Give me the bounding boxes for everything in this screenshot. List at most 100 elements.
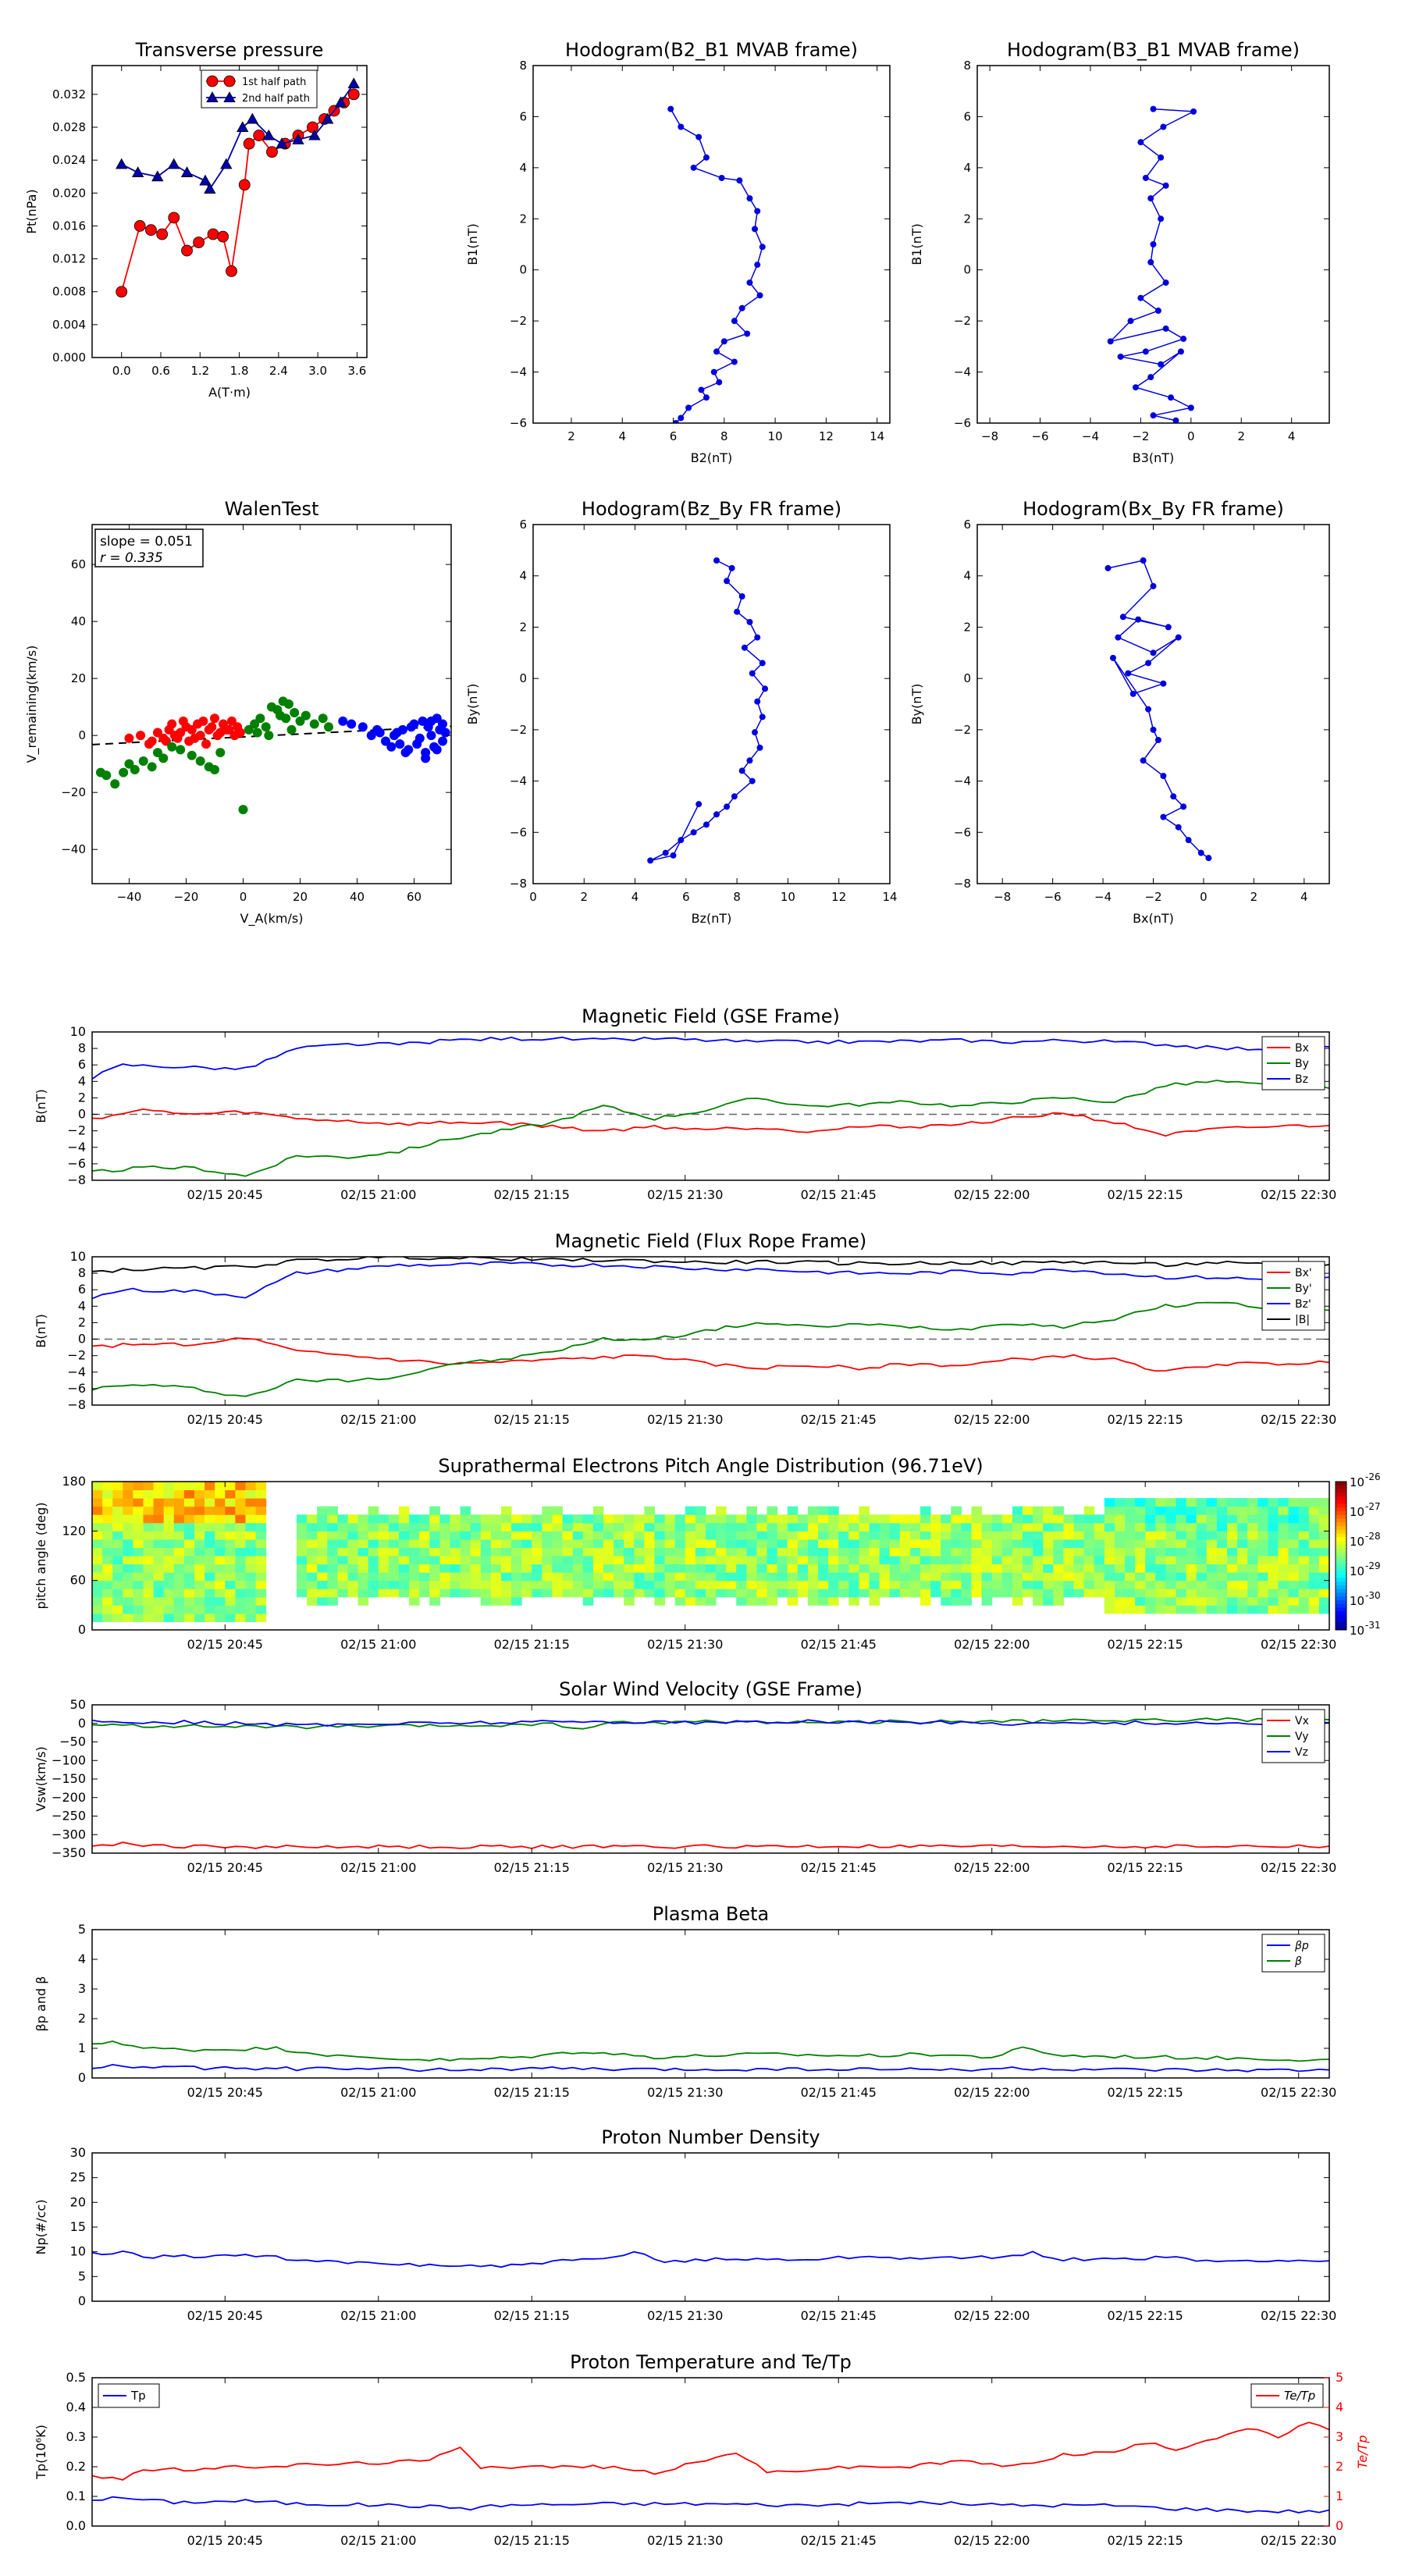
- heatmap-cell: [695, 1589, 706, 1598]
- heatmap-cell: [460, 1547, 471, 1557]
- heatmap-cell: [1012, 1564, 1023, 1573]
- heatmap-cell: [1186, 1531, 1197, 1540]
- heatmap-cell: [92, 1547, 103, 1557]
- data-point: [759, 713, 766, 720]
- data-point: [438, 719, 448, 729]
- heatmap-cell: [1176, 1531, 1187, 1540]
- heatmap-cell: [1318, 1596, 1330, 1606]
- heatmap-cell: [1114, 1514, 1126, 1524]
- data-point: [226, 265, 237, 277]
- chart-title: Magnetic Field (GSE Frame): [582, 1005, 840, 1027]
- heatmap-cell: [1073, 1547, 1085, 1557]
- heatmap-cell: [582, 1514, 594, 1524]
- plot-content: [647, 557, 769, 864]
- y-tick-label: −350: [52, 1845, 86, 1860]
- colorbar-segment: [1336, 1522, 1346, 1527]
- heatmap-cell: [143, 1613, 155, 1622]
- x-tick-label: 6: [670, 429, 678, 443]
- data-point: [206, 91, 219, 103]
- heatmap-cell: [674, 1589, 686, 1598]
- heatmap-cell: [1053, 1506, 1064, 1515]
- heatmap-cell: [1125, 1514, 1136, 1524]
- colorbar-segment: [1336, 1563, 1346, 1567]
- heatmap-cell: [532, 1539, 542, 1548]
- x-tick-label: 02/15 20:45: [187, 2085, 263, 2100]
- heatmap-cell: [225, 1489, 236, 1499]
- data-point: [751, 729, 758, 736]
- heatmap-cell: [1114, 1547, 1126, 1557]
- heatmap-cell: [572, 1522, 584, 1532]
- heatmap-cell: [357, 1580, 369, 1589]
- data-point: [1165, 624, 1172, 631]
- heatmap-cell: [726, 1531, 737, 1540]
- heatmap-cell: [572, 1514, 584, 1524]
- heatmap-cell: [1298, 1580, 1310, 1589]
- heatmap-cell: [92, 1522, 103, 1532]
- heatmap-cell: [521, 1589, 532, 1598]
- heatmap-cell: [695, 1564, 706, 1573]
- heatmap-cell: [153, 1539, 165, 1548]
- heatmap-cell: [736, 1572, 747, 1582]
- heatmap-cell: [1288, 1498, 1300, 1507]
- heatmap-cell: [695, 1556, 706, 1565]
- heatmap-cell: [1216, 1605, 1228, 1614]
- y-axis-label: By(nT): [909, 684, 924, 725]
- data-point: [1142, 348, 1149, 355]
- heatmap-cell: [664, 1589, 676, 1598]
- heatmap-cell: [327, 1531, 338, 1540]
- heatmap-cell: [756, 1580, 768, 1589]
- heatmap-cell: [899, 1572, 911, 1582]
- heatmap-cell: [1145, 1572, 1156, 1582]
- heatmap-cell: [644, 1556, 655, 1565]
- y-tick-label: 0.0: [66, 2518, 86, 2533]
- heatmap-cell: [1257, 1514, 1268, 1524]
- heatmap-cell: [163, 1482, 175, 1491]
- data-point: [116, 286, 128, 298]
- heatmap-cell: [1145, 1596, 1156, 1606]
- heatmap-cell: [1216, 1498, 1228, 1507]
- x-tick-label: 02/15 21:00: [340, 1860, 416, 1875]
- heatmap-cell: [848, 1564, 859, 1573]
- heatmap-cell: [133, 1580, 144, 1589]
- data-point: [167, 742, 177, 752]
- heatmap-cell: [1001, 1522, 1013, 1532]
- y-tick-label: −6: [510, 825, 527, 839]
- heatmap-cell: [787, 1522, 799, 1532]
- heatmap-cell: [1023, 1539, 1033, 1548]
- heatmap-cell: [1196, 1547, 1208, 1557]
- heatmap-cell: [603, 1547, 614, 1557]
- heatmap-cell: [746, 1506, 757, 1515]
- plot-area: [92, 1257, 1329, 1405]
- heatmap-cell: [1073, 1539, 1085, 1548]
- heatmap-cell: [450, 1531, 461, 1540]
- heatmap-cell: [307, 1514, 318, 1524]
- heatmap-cell: [1001, 1531, 1013, 1540]
- y-tick-label: 2: [963, 212, 971, 226]
- heatmap-cell: [133, 1522, 144, 1532]
- heatmap-cell: [542, 1522, 553, 1532]
- heatmap-cell: [235, 1482, 246, 1491]
- heatmap-cell: [1268, 1580, 1279, 1589]
- heatmap-cell: [797, 1572, 809, 1582]
- y-tick-label: −4: [510, 365, 527, 379]
- heatmap-cell: [777, 1556, 788, 1565]
- heatmap-cell: [419, 1580, 430, 1589]
- x-tick-label: 02/15 22:00: [954, 2533, 1030, 2548]
- heatmap-cell: [1318, 1572, 1330, 1582]
- x-tick-label: 02/15 22:30: [1261, 2308, 1336, 2323]
- heatmap-cell: [542, 1564, 553, 1573]
- heatmap-cell: [1268, 1556, 1279, 1565]
- heatmap-cell: [521, 1556, 532, 1565]
- data-point: [731, 358, 738, 365]
- heatmap-cell: [112, 1589, 123, 1598]
- data-point: [144, 739, 155, 749]
- heatmap-cell: [296, 1514, 308, 1524]
- heatmap-cell: [245, 1547, 257, 1557]
- plot-area: [92, 1032, 1329, 1180]
- heatmap-cell: [1206, 1564, 1218, 1573]
- chart-title: Proton Temperature and Te/Tp: [570, 2351, 852, 2373]
- heatmap-cell: [1083, 1572, 1095, 1582]
- y-tick-label: 180: [62, 1474, 86, 1489]
- heatmap-cell: [961, 1531, 973, 1540]
